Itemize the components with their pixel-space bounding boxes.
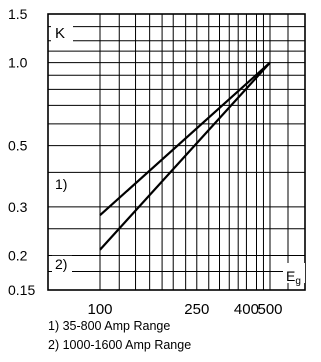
y-tick-label: 0.15 <box>8 282 35 298</box>
series-line-2 <box>99 61 271 251</box>
series-label-2: 2) <box>55 256 67 272</box>
series-line-1 <box>99 61 271 217</box>
x-tick-label: 100 <box>87 301 112 318</box>
series-label-bg <box>52 255 72 273</box>
y-axis-label: K <box>55 25 65 42</box>
y-tick-label: 0.3 <box>8 199 28 215</box>
y-axis-label-bg <box>51 20 73 42</box>
x-axis-label-bg <box>283 263 305 283</box>
x-tick-label: 400 <box>234 301 259 318</box>
x-tick-label: 250 <box>184 301 209 318</box>
plot-frame <box>47 13 306 291</box>
y-tick-label: 1.5 <box>8 6 28 22</box>
series-label-bg <box>52 176 72 194</box>
legend-entry-1: 1) 35-800 Amp Range <box>48 319 171 333</box>
series-label-1: 1) <box>55 176 67 192</box>
x-tick-label: 500 <box>257 301 282 318</box>
y-tick-label: 0.5 <box>8 138 28 154</box>
y-tick-label: 0.2 <box>8 248 28 264</box>
legend-entry-2: 2) 1000-1600 Amp Range <box>48 338 192 352</box>
y-tick-label: 1.0 <box>8 55 28 71</box>
